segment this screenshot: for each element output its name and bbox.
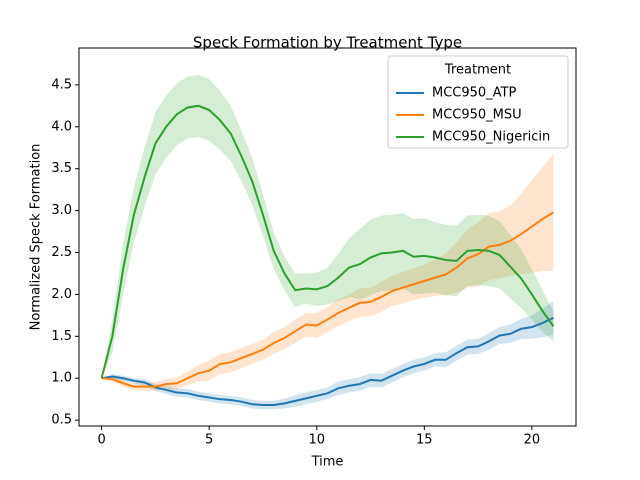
axes-frame [78, 47, 577, 427]
line [100, 104, 555, 379]
legend-label: MCC950_MSU [432, 108, 522, 123]
legend-title: Treatment [444, 63, 511, 78]
y-tick-label: 2.0 [51, 287, 72, 302]
x-tick-label: 15 [416, 433, 433, 448]
y-tick-label: 0.5 [51, 413, 72, 428]
legend-label: MCC950_ATP [432, 86, 517, 101]
legend-box [387, 55, 569, 149]
chart-title: Speck Formation by Treatment Type [193, 34, 462, 52]
line [101, 211, 554, 388]
y-tick-label: 4.0 [51, 119, 72, 134]
confidence-band [101, 301, 554, 410]
x-tick-label: 20 [524, 433, 541, 448]
y-tick-label: 2.5 [51, 245, 72, 260]
y-tick-label: 1.5 [51, 329, 72, 344]
x-axis-label: Time [311, 455, 344, 470]
x-tick-label: 5 [205, 433, 213, 448]
y-tick-label: 3.5 [51, 161, 72, 176]
legend-label: MCC950_Nigericin [432, 130, 550, 145]
confidence-band [101, 74, 554, 379]
y-tick-label: 3.0 [51, 203, 72, 218]
x-tick-label: 0 [97, 433, 105, 448]
line [101, 316, 554, 407]
x-tick-label: 10 [308, 433, 325, 448]
confidence-band [101, 153, 554, 391]
y-axis-label: Normalized Speck Formation [29, 144, 44, 331]
y-tick-label: 4.5 [51, 77, 72, 92]
y-tick-label: 1.0 [51, 371, 72, 386]
